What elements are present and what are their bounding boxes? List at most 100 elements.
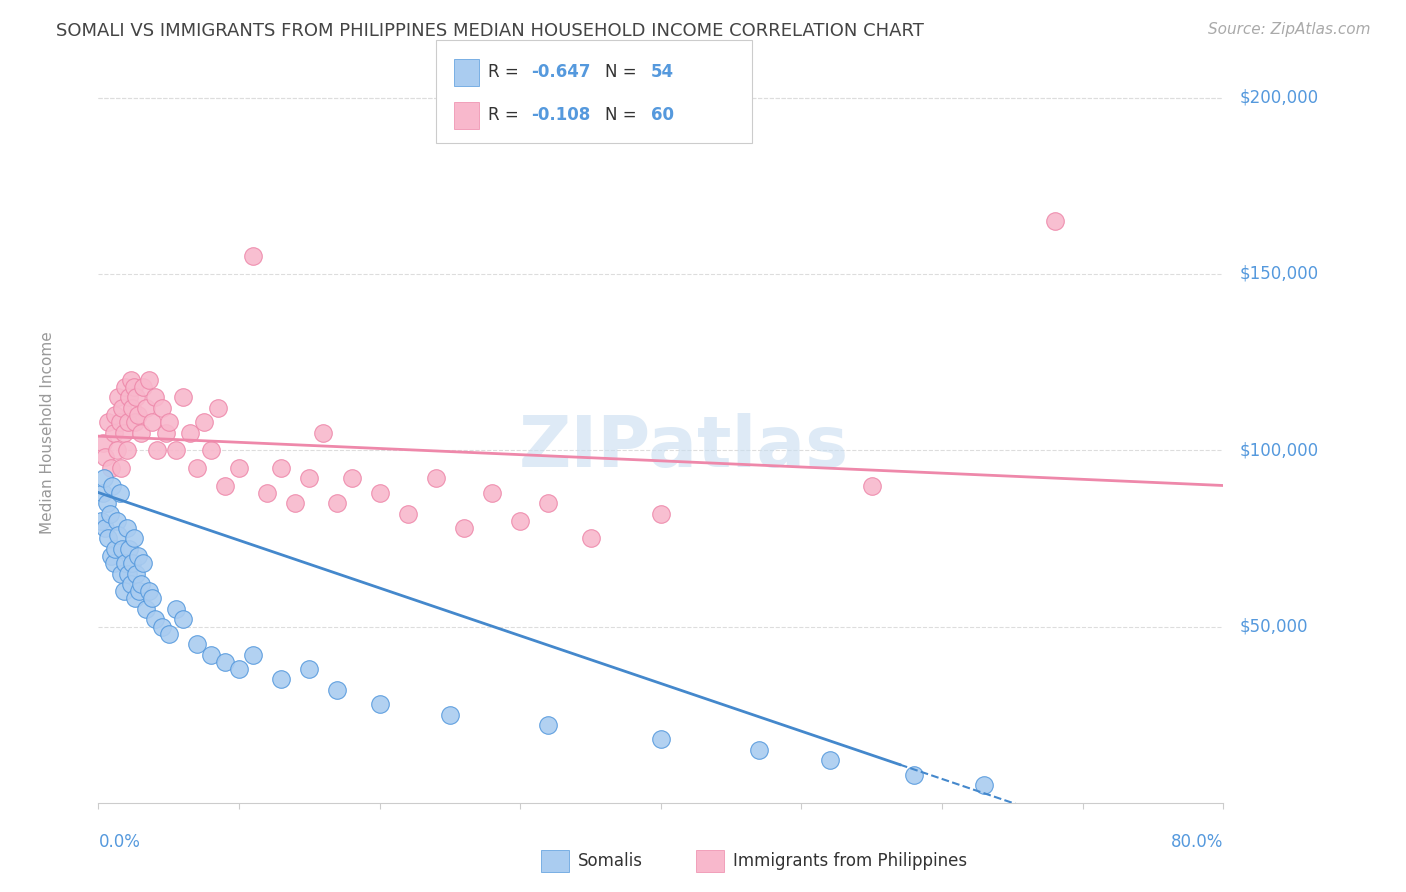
Point bbox=[172, 612, 194, 626]
Point bbox=[172, 390, 194, 404]
Point bbox=[112, 425, 135, 440]
Point bbox=[115, 443, 138, 458]
Point bbox=[112, 584, 135, 599]
Point bbox=[100, 549, 122, 563]
Point bbox=[129, 577, 152, 591]
Point bbox=[270, 673, 292, 687]
Point bbox=[94, 450, 117, 465]
Point bbox=[97, 532, 120, 546]
Point bbox=[537, 496, 560, 510]
Text: 60: 60 bbox=[651, 106, 673, 124]
Point bbox=[125, 390, 148, 404]
Point bbox=[117, 566, 139, 581]
Point bbox=[312, 425, 335, 440]
Point bbox=[103, 425, 125, 440]
Point bbox=[115, 521, 138, 535]
Point bbox=[186, 637, 208, 651]
Text: ZIPatlas: ZIPatlas bbox=[519, 413, 848, 482]
Point bbox=[128, 584, 150, 599]
Point bbox=[114, 556, 136, 570]
Point bbox=[135, 602, 157, 616]
Point bbox=[165, 443, 187, 458]
Point bbox=[104, 541, 127, 556]
Point bbox=[157, 626, 180, 640]
Text: 0.0%: 0.0% bbox=[98, 833, 141, 851]
Point bbox=[127, 408, 149, 422]
Text: 80.0%: 80.0% bbox=[1171, 833, 1223, 851]
Text: R =: R = bbox=[488, 106, 524, 124]
Point bbox=[439, 707, 461, 722]
Point bbox=[973, 778, 995, 792]
Point bbox=[91, 485, 114, 500]
Point bbox=[143, 390, 166, 404]
Point bbox=[650, 507, 672, 521]
Point bbox=[93, 471, 115, 485]
Point bbox=[105, 514, 128, 528]
Point bbox=[207, 401, 229, 415]
Point bbox=[242, 249, 264, 263]
Point bbox=[860, 478, 883, 492]
Text: $50,000: $50,000 bbox=[1240, 617, 1309, 635]
Point bbox=[481, 485, 503, 500]
Point bbox=[340, 471, 363, 485]
Text: -0.108: -0.108 bbox=[531, 106, 591, 124]
Point bbox=[129, 425, 152, 440]
Point bbox=[818, 754, 841, 768]
Text: -0.647: -0.647 bbox=[531, 63, 591, 81]
Text: R =: R = bbox=[488, 63, 524, 81]
Point bbox=[165, 602, 187, 616]
Point bbox=[122, 380, 145, 394]
Point bbox=[141, 415, 163, 429]
Point bbox=[138, 373, 160, 387]
Point bbox=[132, 380, 155, 394]
Point bbox=[90, 514, 112, 528]
Text: $200,000: $200,000 bbox=[1240, 88, 1319, 107]
Point bbox=[214, 478, 236, 492]
Point bbox=[650, 732, 672, 747]
Point bbox=[298, 662, 321, 676]
Point bbox=[122, 532, 145, 546]
Text: Source: ZipAtlas.com: Source: ZipAtlas.com bbox=[1208, 22, 1371, 37]
Point bbox=[509, 514, 531, 528]
Point bbox=[179, 425, 201, 440]
Point bbox=[118, 390, 141, 404]
Text: N =: N = bbox=[605, 63, 641, 81]
Point bbox=[298, 471, 321, 485]
Point bbox=[425, 471, 447, 485]
Point bbox=[98, 507, 121, 521]
Text: $150,000: $150,000 bbox=[1240, 265, 1319, 283]
Point bbox=[110, 566, 132, 581]
Point bbox=[537, 718, 560, 732]
Point bbox=[107, 528, 129, 542]
Point bbox=[141, 591, 163, 606]
Point bbox=[143, 612, 166, 626]
Text: Immigrants from Philippines: Immigrants from Philippines bbox=[733, 852, 967, 870]
Point bbox=[117, 415, 139, 429]
Point bbox=[453, 521, 475, 535]
Point bbox=[121, 556, 143, 570]
Point bbox=[108, 415, 131, 429]
Point bbox=[150, 619, 173, 633]
Point bbox=[214, 655, 236, 669]
Point bbox=[1043, 214, 1066, 228]
Text: N =: N = bbox=[605, 106, 641, 124]
Text: SOMALI VS IMMIGRANTS FROM PHILIPPINES MEDIAN HOUSEHOLD INCOME CORRELATION CHART: SOMALI VS IMMIGRANTS FROM PHILIPPINES ME… bbox=[56, 22, 924, 40]
Point bbox=[118, 541, 141, 556]
Point bbox=[96, 496, 118, 510]
Point bbox=[270, 461, 292, 475]
Point bbox=[114, 380, 136, 394]
Point bbox=[228, 662, 250, 676]
Point bbox=[101, 478, 124, 492]
Point bbox=[157, 415, 180, 429]
Point bbox=[100, 461, 122, 475]
Point bbox=[579, 532, 602, 546]
Point bbox=[368, 697, 391, 711]
Point bbox=[111, 541, 134, 556]
Point bbox=[127, 549, 149, 563]
Point bbox=[200, 648, 222, 662]
Point bbox=[135, 401, 157, 415]
Text: $100,000: $100,000 bbox=[1240, 442, 1319, 459]
Text: Somalis: Somalis bbox=[578, 852, 643, 870]
Text: Median Household Income: Median Household Income bbox=[41, 331, 55, 534]
Point bbox=[326, 496, 349, 510]
